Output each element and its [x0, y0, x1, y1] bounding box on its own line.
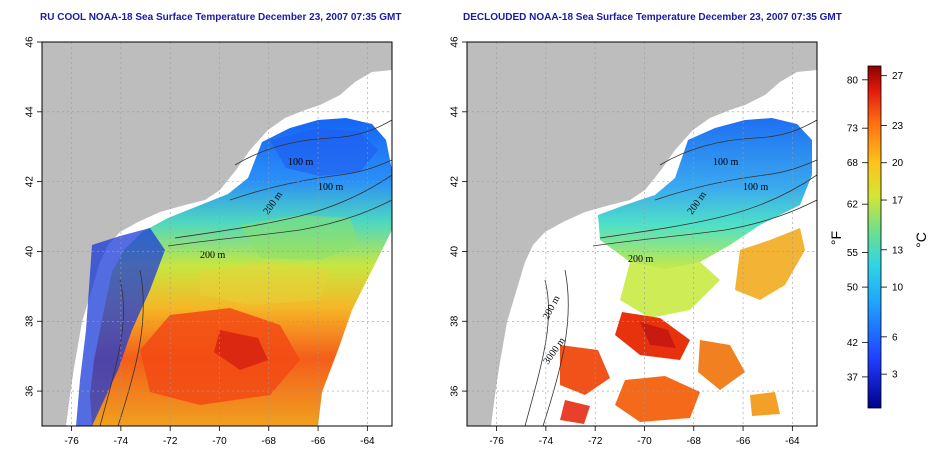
isobath-label: 100 m [288, 157, 314, 168]
sst-field [598, 118, 812, 270]
isobath-label: 100 m [713, 157, 739, 168]
y-tick-label: 40 [450, 245, 461, 257]
celsius-unit-label: °C [913, 232, 929, 248]
isobath-label: 100 m [318, 182, 344, 193]
y-tick-label: 42 [25, 176, 36, 188]
land-mass [467, 42, 817, 426]
fahrenheit-tick-label: 68 [847, 158, 859, 169]
celsius-tick-label: 17 [892, 196, 904, 207]
fahrenheit-tick-label: 62 [847, 200, 859, 211]
right-panel-title: DECLOUDED NOAA-18 Sea Surface Temperatur… [463, 12, 842, 23]
isobath-contours [99, 119, 392, 426]
x-tick-label: -68 [687, 436, 702, 447]
x-tick-label: -64 [360, 436, 375, 447]
celsius-tick-label: 13 [892, 245, 904, 256]
fahrenheit-tick-label: 42 [847, 338, 859, 349]
plot-frame [41, 41, 393, 427]
x-tick-label: -76 [64, 436, 79, 447]
celsius-tick-label: 3 [892, 370, 898, 381]
x-tick-label: -70 [637, 436, 652, 447]
isobath-label: 200 m [200, 250, 226, 261]
graticule [467, 41, 817, 426]
fahrenheit-unit-label: °F [828, 231, 844, 245]
x-tick-label: -72 [588, 436, 603, 447]
x-tick-label: -66 [311, 436, 326, 447]
x-tick-label: -68 [262, 436, 277, 447]
isobath-contours [524, 119, 817, 426]
celsius-tick-label: 10 [892, 283, 904, 294]
y-tick-label: 46 [25, 36, 36, 48]
isobath-label: 100 m [743, 182, 769, 193]
temperature-colorbar: 80 73 68 62 55 50 42 37 27 23 20 17 13 10 6 3 °F °C [828, 65, 929, 409]
x-tick-label: -70 [212, 436, 227, 447]
left-map-panel: 100 m 100 m 200 m 200 m -76 -74 -72 -70 -68-… [25, 36, 393, 447]
x-tick-label: -66 [736, 436, 751, 447]
x-tick-label: -64 [785, 436, 800, 447]
celsius-tick-label: 6 [892, 332, 898, 343]
axis-ticks: -76 -74 -72 -70 -68 -66 -64 36 38 40 42 44 46 [25, 36, 375, 447]
right-map-panel: 100 m 100 m 200 m 200 m 200 m 3000 m -76… [450, 36, 818, 447]
y-tick-label: 38 [25, 315, 36, 327]
y-tick-label: 40 [25, 245, 36, 257]
y-tick-label: 46 [450, 36, 461, 48]
x-tick-label: -72 [163, 436, 178, 447]
celsius-tick-label: 20 [892, 158, 904, 169]
y-tick-label: 36 [450, 385, 461, 397]
land-mass [42, 42, 392, 426]
isobath-label: 200 m [628, 254, 654, 265]
y-tick-label: 44 [25, 106, 36, 118]
x-tick-label: -74 [114, 436, 129, 447]
celsius-tick-label: 23 [892, 121, 904, 132]
y-tick-label: 36 [25, 385, 36, 397]
y-tick-label: 44 [450, 106, 461, 118]
x-tick-label: -76 [489, 436, 504, 447]
plot-frame [466, 41, 818, 427]
left-panel-title: RU COOL NOAA-18 Sea Surface Temperature … [40, 12, 402, 23]
axis-ticks: -76 -74 -72 -70 -68 -66 -64 36 38 40 42 44 46 [450, 36, 800, 447]
celsius-tick-label: 27 [892, 71, 904, 82]
y-tick-label: 42 [450, 176, 461, 188]
colorbar-ticks: 80 73 68 62 55 50 42 37 27 23 20 17 13 10 6 3 [847, 71, 904, 383]
y-tick-label: 38 [450, 315, 461, 327]
fahrenheit-tick-label: 37 [847, 372, 859, 383]
x-tick-label: -74 [539, 436, 554, 447]
colorbar-ramp [867, 65, 882, 409]
fahrenheit-tick-label: 80 [847, 75, 859, 86]
fahrenheit-tick-label: 73 [847, 124, 859, 135]
fahrenheit-tick-label: 55 [847, 248, 859, 259]
fahrenheit-tick-label: 50 [847, 283, 859, 294]
